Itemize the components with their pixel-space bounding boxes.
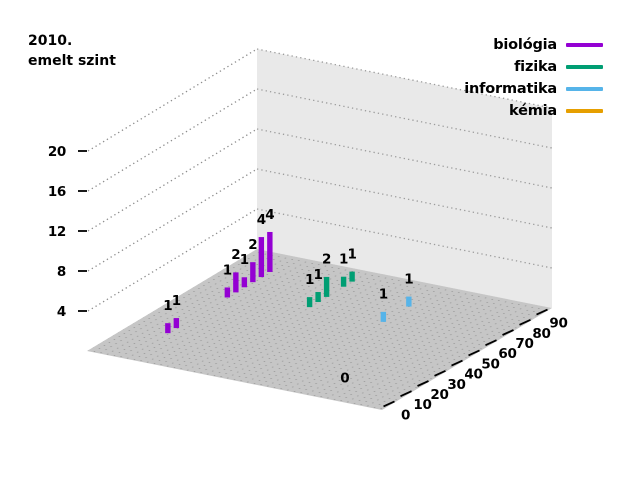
legend-item-biologia: biológia [464, 34, 603, 56]
z-tick-label: 8 [57, 264, 66, 280]
floor-grid-dots [87, 249, 552, 410]
z-gridline-wall [256, 88, 553, 149]
x-tick [468, 349, 480, 357]
x-tick-label: 40 [464, 367, 482, 383]
bar [250, 262, 256, 283]
x-tick-label: 50 [481, 356, 499, 372]
chart-title: 2010. emelt szint [28, 31, 116, 71]
x-tick-label: 0 [401, 407, 410, 423]
x-tick [519, 318, 531, 326]
z-gridline-wall [256, 48, 553, 109]
legend-swatch-fizika [566, 65, 603, 69]
bar-value-label: 1 [163, 298, 172, 314]
bar-value-label: 1 [172, 293, 181, 309]
bar-value-label: 1 [305, 272, 314, 288]
bar-value-label: 1 [223, 262, 232, 278]
bar [267, 231, 273, 272]
x-tick-label: 90 [549, 316, 567, 332]
z-gridline-wall [256, 128, 553, 189]
legend: biológia fizika informatika kémia [464, 34, 603, 122]
floor [87, 249, 552, 410]
legend-label: kémia [509, 103, 557, 119]
x-tick [536, 308, 548, 316]
x-tick-label: 30 [447, 377, 465, 393]
bar-value-label: 0 [340, 371, 349, 387]
x-tick [451, 359, 463, 367]
z-tick-label: 16 [48, 184, 66, 200]
bar-value-label: 1 [348, 246, 357, 262]
bar-value-label: 1 [339, 252, 348, 268]
x-tick-label: 10 [413, 397, 431, 413]
bar-value-label: 4 [257, 212, 266, 228]
chart-title-line1: 2010. [28, 33, 73, 49]
bar [406, 296, 412, 307]
bar [340, 276, 347, 287]
z-axis: 4 8 12 16 20 [48, 144, 87, 320]
bar [165, 323, 171, 334]
legend-swatch-informatika [566, 87, 603, 91]
legend-swatch-kemia [566, 109, 603, 113]
bar-value-label: 1 [379, 287, 388, 303]
bar [241, 277, 248, 288]
x-tick [383, 400, 395, 408]
legend-label: biológia [493, 37, 557, 53]
bar [349, 271, 355, 282]
back-wall [257, 49, 552, 308]
bar [224, 287, 231, 298]
z-gridlines [87, 48, 553, 312]
x-tick [502, 329, 514, 336]
legend-item-informatika: informatika [464, 78, 603, 100]
bar [306, 297, 313, 308]
chart-title-line2: emelt szint [28, 53, 116, 69]
z-gridline-wall [256, 168, 553, 229]
series-biológia: 1 112 124 4 [163, 207, 275, 334]
x-tick-label: 20 [430, 387, 448, 403]
legend-label: fizika [514, 59, 557, 75]
z-tick-label: 4 [57, 304, 66, 320]
bar [233, 272, 239, 293]
z-gridline-left [87, 128, 258, 232]
bar [258, 237, 265, 278]
x-tick [417, 380, 429, 387]
x-tick [485, 339, 497, 347]
legend-item-kemia: kémia [464, 100, 603, 122]
x-tick [400, 390, 412, 398]
bar [315, 292, 321, 303]
back-wall-plane [257, 49, 552, 308]
bar [380, 311, 387, 322]
x-tick-label: 60 [498, 346, 516, 362]
series-kémia: 0 [340, 371, 349, 387]
x-tick-label: 80 [532, 326, 550, 342]
bar [173, 318, 180, 329]
series-fizika: 1 12 1 1 [305, 246, 357, 308]
bar [323, 276, 330, 297]
z-gridline-left [87, 88, 258, 192]
z-gridline-wall [256, 208, 553, 269]
series-informatika: 11 [379, 271, 414, 322]
bar-value-label: 2 [231, 247, 240, 263]
bar-value-label: 1 [240, 252, 249, 268]
legend-swatch-biologia [566, 43, 603, 47]
z-tick-label: 20 [48, 144, 66, 160]
bar-value-label: 1 [314, 267, 323, 283]
x-tick-label: 70 [515, 336, 533, 352]
bar-value-label: 4 [265, 207, 274, 223]
x-tick [434, 369, 446, 377]
legend-label: informatika [464, 81, 557, 97]
bar-value-label: 2 [248, 237, 257, 253]
z-tick-label: 12 [48, 224, 66, 240]
legend-item-fizika: fizika [464, 56, 603, 78]
bar-value-label: 2 [322, 252, 331, 268]
bar-value-label: 1 [404, 271, 413, 287]
